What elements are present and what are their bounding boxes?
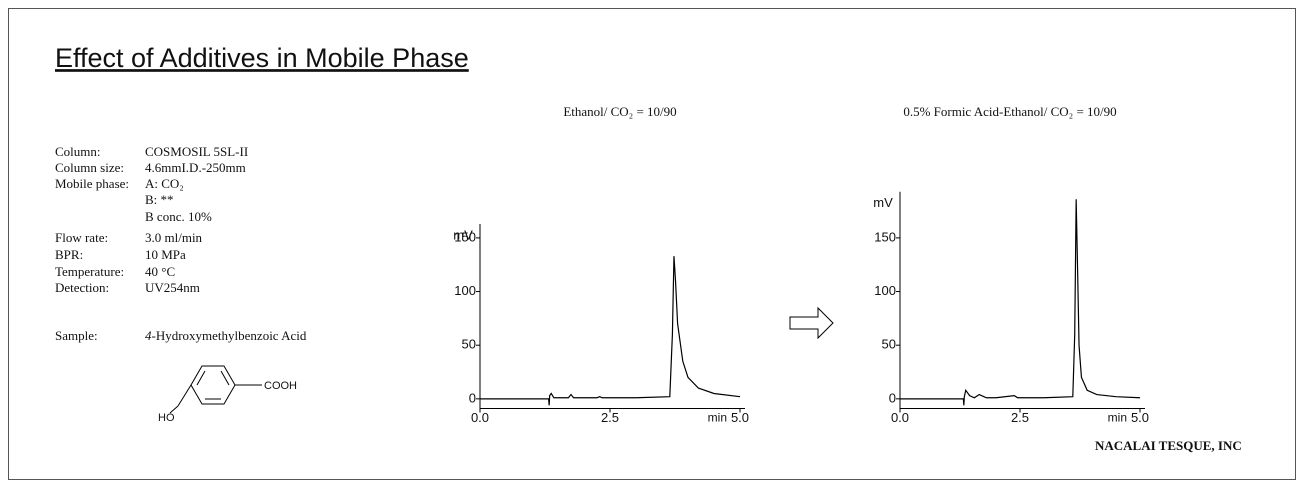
bond	[220, 370, 230, 386]
x-tick-label: 2.5	[1011, 410, 1029, 425]
y-tick-label: 0	[889, 390, 896, 405]
x-tick-label: 5.0	[731, 410, 749, 425]
page-title: Effect of Additives in Mobile Phase	[55, 43, 469, 73]
bond	[177, 384, 192, 407]
condition-value: UV254nm	[145, 280, 200, 295]
x-axis-label: min	[1108, 411, 1127, 425]
y-tick-label: 100	[874, 283, 896, 298]
sample-name: -Hydroxymethylbenzoic Acid	[152, 328, 307, 343]
condition-value: 10 MPa	[145, 247, 186, 262]
charts: Ethanol/ CO₂ = 10/90 mV 0 50 100 150 0.0 2.5 5.0…	[453, 104, 1149, 425]
y-tick-label: 100	[454, 283, 476, 298]
sample-italic: 4	[145, 328, 152, 343]
chart-title: Ethanol/ CO₂ = 10/90	[563, 104, 676, 119]
x-axis-label: min	[708, 411, 727, 425]
structure	[169, 365, 262, 414]
condition-value: COSMOSIL 5SL-II	[145, 144, 248, 159]
frame	[8, 8, 1296, 480]
arrow	[789, 306, 834, 340]
footer: NACALAI TESQUE, INC	[1095, 438, 1242, 453]
sample-value: 4-Hydroxymethylbenzoic Acid	[145, 328, 307, 343]
chromatogram-line	[900, 199, 1141, 406]
condition-label: Mobile phase:	[55, 176, 129, 191]
y-axis-label: mV	[873, 195, 893, 210]
chart-title: 0.5% Formic Acid-Ethanol/ CO₂ = 10/90	[903, 104, 1116, 119]
condition-label: Detection:	[55, 280, 109, 295]
condition-label: Temperature:	[55, 264, 124, 279]
y-tick-label: 50	[462, 337, 476, 352]
structure-label: HO	[158, 412, 175, 424]
condition-label: Column size:	[55, 160, 124, 175]
y-tick-label: 0	[469, 390, 476, 405]
bond	[169, 405, 179, 414]
condition-label: BPR:	[55, 247, 83, 262]
sample-label: Sample:	[55, 328, 98, 343]
x-tick-label: 0.0	[471, 410, 489, 425]
condition-value: B conc. 10%	[145, 209, 212, 224]
condition-value: A: CO₂	[145, 176, 184, 191]
y-tick-label: 150	[454, 229, 476, 244]
y-axis-label: mV	[453, 227, 473, 242]
structure-label: COOH	[264, 380, 297, 392]
y-tick-label: 150	[874, 229, 896, 244]
condition-value: B: **	[145, 192, 174, 207]
condition-value: 40 °C	[145, 264, 175, 279]
y-tick-label: 50	[882, 337, 896, 352]
x-tick-label: 5.0	[1131, 410, 1149, 425]
condition-value: 4.6mmI.D.-250mm	[145, 160, 246, 175]
condition-label: Column:	[55, 144, 101, 159]
x-tick-label: 2.5	[601, 410, 619, 425]
chromatogram-line	[480, 256, 741, 406]
condition-value: 3.0 ml/min	[145, 230, 203, 245]
bond	[196, 370, 206, 386]
condition-label: Flow rate:	[55, 230, 108, 245]
x-tick-label: 0.0	[891, 410, 909, 425]
